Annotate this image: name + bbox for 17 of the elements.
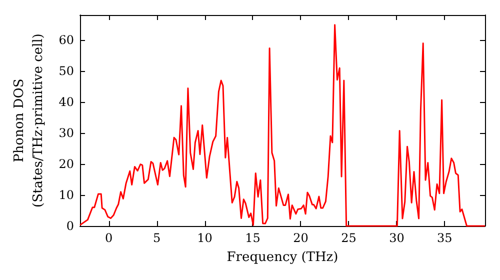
x-tick-label: 15 <box>245 231 260 245</box>
y-tick-label: 60 <box>58 32 74 47</box>
x-tick-label: 0 <box>104 231 113 245</box>
x-tick-label: 10 <box>197 231 212 245</box>
y-axis-title: Phonon DOS (States/THz·primitive cell) <box>12 33 46 208</box>
x-tick-label: 30 <box>389 231 404 245</box>
x-tick-label: 25 <box>341 231 356 245</box>
y-tick-label: 30 <box>58 126 74 140</box>
x-tick-label: 20 <box>293 231 308 245</box>
y-tick-label: 50 <box>58 64 74 78</box>
x-tick-label: 5 <box>152 231 161 245</box>
x-axis-title: Frequency (THz) <box>226 250 338 265</box>
y-tick-label: 10 <box>58 188 74 202</box>
y-tick-label: 20 <box>58 156 74 171</box>
y-tick-label: 0 <box>66 219 74 233</box>
y-tick-label: 40 <box>58 94 74 109</box>
x-tick-label: 35 <box>437 231 452 245</box>
